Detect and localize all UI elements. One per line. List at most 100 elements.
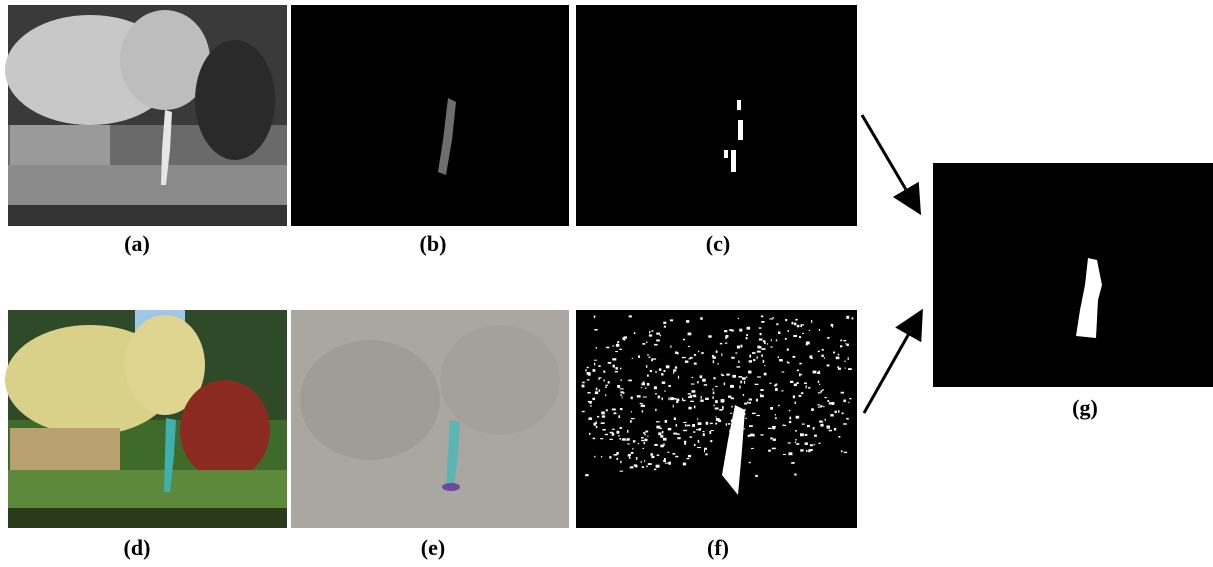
panel-label: (a) [124, 231, 150, 256]
speckle [649, 335, 652, 337]
speckle [598, 365, 601, 367]
speckle [594, 363, 595, 366]
speckle [837, 366, 839, 368]
speckle [846, 418, 848, 420]
speckle [782, 371, 785, 372]
speckle [700, 317, 702, 320]
speckle [717, 363, 719, 364]
speckle [731, 330, 734, 332]
speckle [642, 343, 645, 345]
speckle [615, 371, 618, 372]
speckle [596, 426, 598, 428]
speckle [760, 434, 763, 435]
speckle [830, 414, 833, 416]
speckle [743, 394, 744, 396]
speckle [673, 369, 676, 371]
speckle [703, 431, 705, 432]
speckle [705, 454, 708, 456]
speckle [788, 442, 791, 443]
speckle [664, 326, 666, 328]
speckle [783, 425, 785, 426]
speckle [605, 385, 608, 386]
speckle [742, 428, 745, 429]
speckle [673, 433, 677, 435]
speckle [682, 398, 683, 401]
speckle [811, 320, 812, 323]
speckle [724, 465, 728, 467]
speckle [718, 420, 721, 423]
speckle [614, 412, 617, 414]
speckle [582, 385, 585, 387]
speckle [662, 382, 666, 384]
speckle [652, 358, 656, 359]
speckle [608, 362, 611, 364]
speckle [688, 407, 691, 410]
speckle [799, 395, 802, 397]
speckle [804, 383, 807, 385]
speckle [683, 463, 686, 466]
speckle [841, 392, 844, 394]
speckle [620, 394, 622, 395]
speckle [716, 351, 718, 353]
speckle [770, 437, 772, 439]
speckle [834, 428, 836, 431]
speckle [814, 444, 815, 445]
speckle [819, 443, 821, 444]
speckle [772, 317, 774, 318]
speckle [623, 339, 625, 341]
speckle [713, 405, 714, 407]
speckle [661, 373, 663, 375]
speckle [756, 399, 758, 402]
speckle [818, 407, 821, 408]
panel-label: (c) [706, 231, 730, 256]
speckle [847, 344, 849, 346]
speckle [656, 421, 660, 422]
speckle [638, 355, 640, 358]
speckle [691, 384, 695, 385]
speckle [820, 405, 822, 407]
speckle [599, 390, 601, 392]
speckle [714, 377, 716, 379]
speckle [795, 430, 797, 432]
speckle [779, 359, 783, 361]
speckle [835, 411, 837, 413]
speckle [800, 433, 804, 436]
speckle [634, 332, 635, 334]
speckle [647, 375, 649, 377]
speckle [785, 319, 787, 321]
speckle [688, 455, 691, 457]
speckle [763, 360, 765, 363]
speckle [616, 344, 619, 347]
speckle [724, 382, 725, 385]
speckle [587, 392, 590, 393]
speckle [749, 360, 752, 362]
speckle [694, 354, 696, 356]
speckle [668, 452, 670, 453]
speckle [738, 361, 739, 363]
speckle [620, 461, 621, 463]
speckle [752, 413, 756, 414]
speckle [615, 351, 618, 352]
speckle [806, 450, 807, 452]
speckle [631, 397, 633, 400]
speckle [821, 390, 823, 392]
speckle [649, 331, 650, 334]
speckle [629, 315, 632, 317]
speckle [797, 325, 800, 327]
speckle [587, 367, 589, 368]
speckle [710, 423, 713, 424]
speckle [676, 424, 678, 427]
speckle [813, 427, 815, 430]
speckle [697, 418, 698, 419]
speckle [648, 357, 650, 358]
speckle [690, 401, 694, 402]
speckle [802, 333, 804, 334]
speckle [697, 447, 701, 448]
speckle [698, 440, 700, 443]
speckle [601, 412, 605, 415]
speckle [594, 315, 596, 318]
speckle [688, 393, 691, 394]
speckle [781, 390, 783, 391]
speckle [725, 343, 728, 344]
arrow [864, 314, 920, 413]
